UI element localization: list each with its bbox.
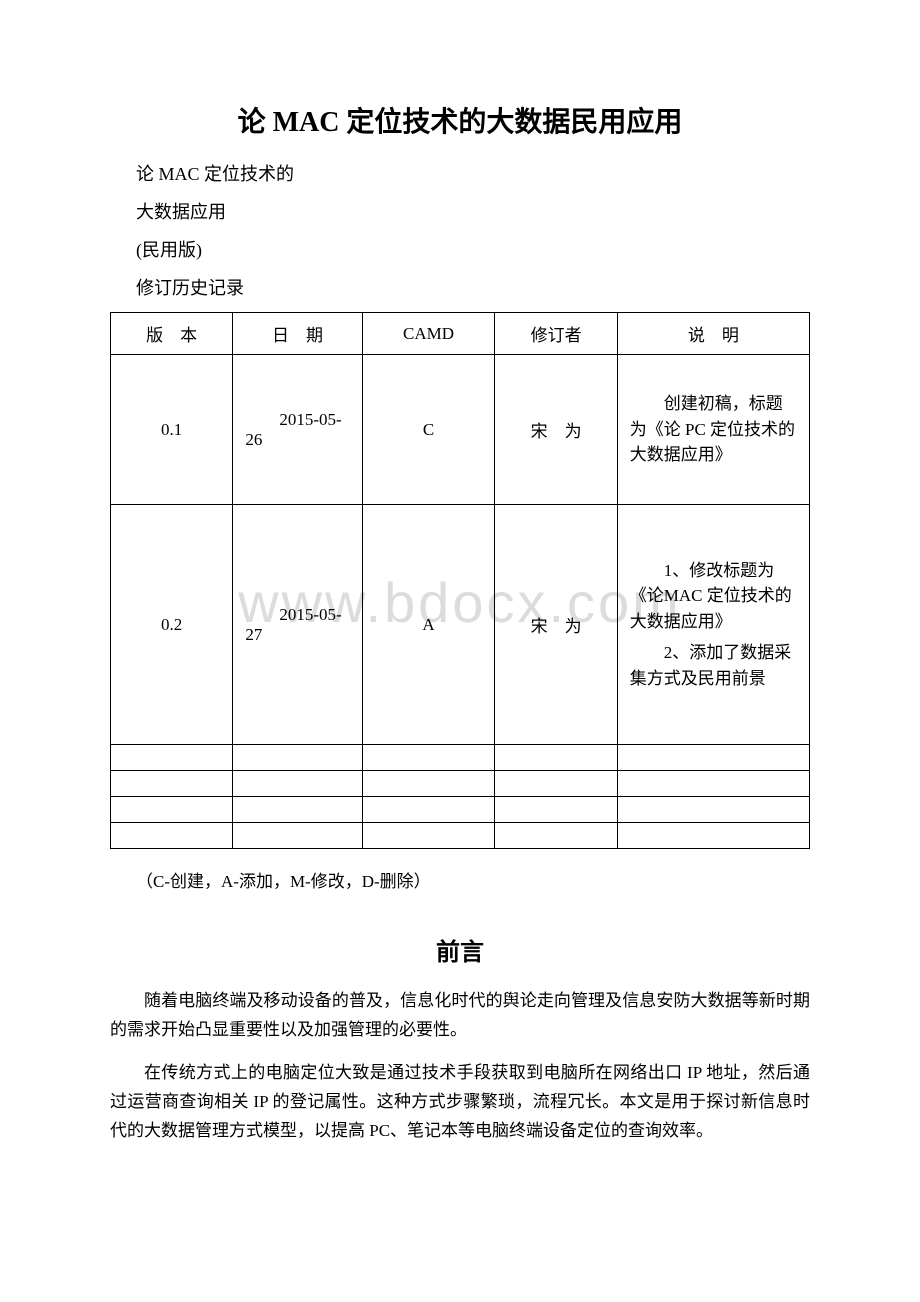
cell-desc: 1、修改标题为《论MAC 定位技术的大数据应用》 2、添加了数据采集方式及民用前… [617, 505, 809, 745]
header-author: 修订者 [495, 313, 617, 355]
header-version: 版 本 [111, 313, 233, 355]
body-paragraph: 在传统方式上的电脑定位大致是通过技术手段获取到电脑所在网络出口 IP 地址，然后… [110, 1059, 810, 1146]
document-content: 论 MAC 定位技术的大数据民用应用 论 MAC 定位技术的 大数据应用 (民用… [110, 100, 810, 1145]
table-row: 0.1 2015-05-26 C 宋 为 创建初稿，标题为《论 PC 定位技术的… [111, 355, 810, 505]
desc-text: 1、修改标题为《论MAC 定位技术的大数据应用》 [630, 558, 797, 635]
table-row-empty [111, 797, 810, 823]
desc-text: 2、添加了数据采集方式及民用前景 [630, 640, 797, 691]
table-header-row: 版 本 日 期 CAMD 修订者 说 明 [111, 313, 810, 355]
subtitle-line-3: (民用版) [136, 236, 810, 262]
cell-version: 0.1 [111, 355, 233, 505]
document-title: 论 MAC 定位技术的大数据民用应用 [110, 100, 810, 140]
cell-version: 0.2 [111, 505, 233, 745]
subtitle-line-1: 论 MAC 定位技术的 [136, 160, 810, 186]
cell-date: 2015-05-26 [233, 355, 362, 505]
subtitle-line-2: 大数据应用 [136, 198, 810, 224]
cell-desc: 创建初稿，标题为《论 PC 定位技术的大数据应用》 [617, 355, 809, 505]
section-heading-preface: 前言 [110, 932, 810, 967]
header-desc: 说 明 [617, 313, 809, 355]
header-camd: CAMD [362, 313, 495, 355]
camd-legend: （C-创建，A-添加，M-修改，D-删除） [136, 867, 810, 892]
header-date: 日 期 [233, 313, 362, 355]
body-paragraph: 随着电脑终端及移动设备的普及，信息化时代的舆论走向管理及信息安防大数据等新时期的… [110, 987, 810, 1045]
table-row-empty [111, 823, 810, 849]
table-row-empty [111, 771, 810, 797]
cell-author: 宋 为 [495, 505, 617, 745]
subtitle-line-4: 修订历史记录 [136, 274, 810, 300]
cell-date: 2015-05-27 [233, 505, 362, 745]
cell-camd: A [362, 505, 495, 745]
table-row: 0.2 2015-05-27 A 宋 为 1、修改标题为《论MAC 定位技术的大… [111, 505, 810, 745]
cell-camd: C [362, 355, 495, 505]
desc-text: 创建初稿，标题为《论 PC 定位技术的大数据应用》 [630, 391, 797, 468]
table-row-empty [111, 745, 810, 771]
revision-history-table: 版 本 日 期 CAMD 修订者 说 明 0.1 2015-05-26 C 宋 … [110, 312, 810, 849]
cell-author: 宋 为 [495, 355, 617, 505]
